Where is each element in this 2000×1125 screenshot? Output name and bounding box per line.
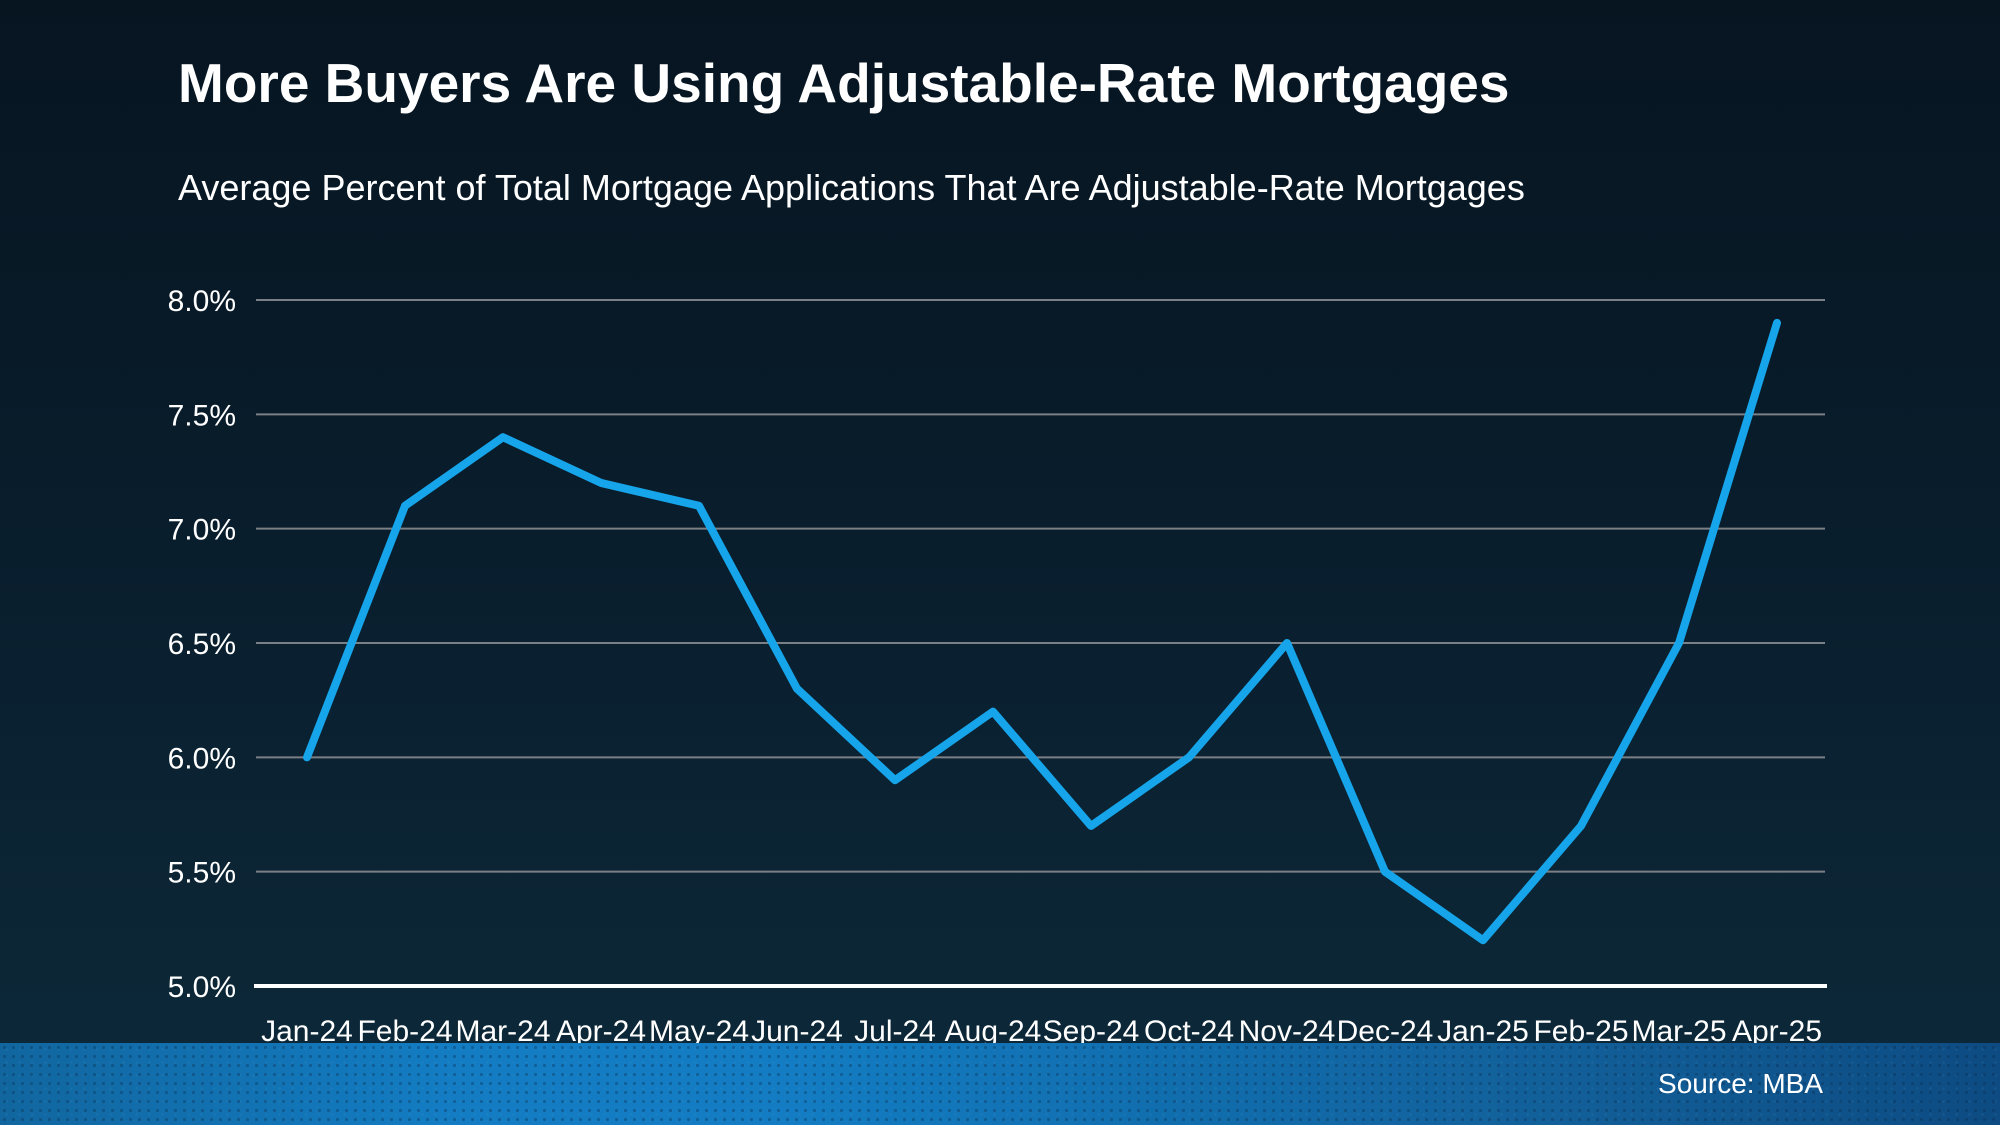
y-axis-tick-label: 7.5% xyxy=(168,399,236,432)
x-axis-tick-label: Oct-24 xyxy=(1144,1015,1234,1048)
x-axis-tick-label: Feb-25 xyxy=(1533,1015,1628,1048)
y-axis-tick-label: 8.0% xyxy=(168,285,236,318)
y-axis-tick-label: 7.0% xyxy=(168,514,236,547)
y-axis-tick-label: 5.0% xyxy=(168,971,236,1004)
x-axis-tick-label: Aug-24 xyxy=(945,1015,1042,1048)
x-axis-tick-label: Apr-25 xyxy=(1732,1015,1822,1048)
page-title: More Buyers Are Using Adjustable-Rate Mo… xyxy=(178,52,1510,114)
x-axis-tick-label: Nov-24 xyxy=(1239,1015,1336,1048)
x-axis-tick-label: Apr-24 xyxy=(556,1015,646,1048)
page-subtitle: Average Percent of Total Mortgage Applic… xyxy=(178,167,1525,208)
x-axis-tick-label: Mar-25 xyxy=(1631,1015,1726,1048)
x-axis-tick-label: Jul-24 xyxy=(854,1015,936,1048)
data-line xyxy=(303,318,1781,945)
x-axis-tick-label: Jun-24 xyxy=(751,1015,843,1048)
x-axis-tick-label: Mar-24 xyxy=(455,1015,550,1048)
x-axis-tick-label: Jan-25 xyxy=(1437,1015,1529,1048)
x-axis-tick-label: Sep-24 xyxy=(1043,1015,1140,1048)
footer-bar: Source: MBA xyxy=(0,1043,2000,1125)
y-axis-tick-label: 6.5% xyxy=(168,628,236,661)
source-label: Source: MBA xyxy=(1658,1068,1823,1099)
y-axis-tick-label: 5.5% xyxy=(168,857,236,890)
x-axis-tick-label: May-24 xyxy=(649,1015,749,1048)
x-axis-tick-label: Dec-24 xyxy=(1337,1015,1434,1048)
y-axis-tick-label: 6.0% xyxy=(168,742,236,775)
x-axis-tick-label: Feb-24 xyxy=(357,1015,452,1048)
x-axis-tick-label: Jan-24 xyxy=(261,1015,353,1048)
